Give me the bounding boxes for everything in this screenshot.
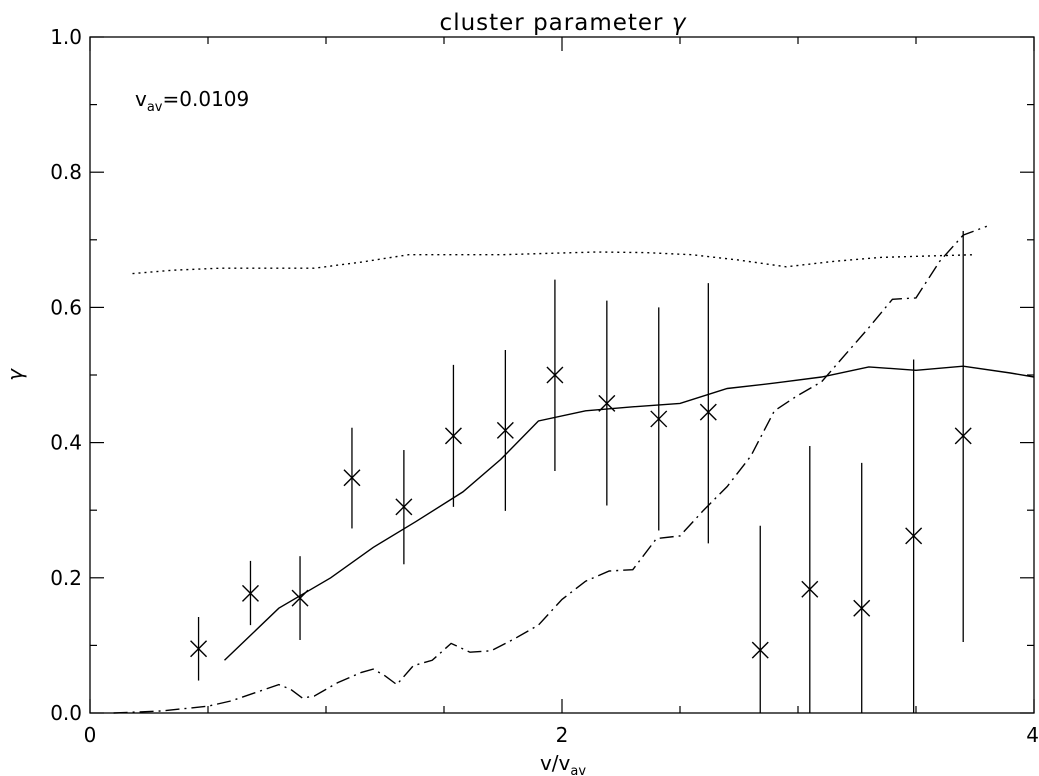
x-axis-label-sub: av xyxy=(570,764,586,776)
y-tick-label: 0.0 xyxy=(50,701,82,725)
y-axis-label: γ xyxy=(3,368,27,381)
y-tick-label: 0.8 xyxy=(50,160,82,184)
title-gamma: γ xyxy=(672,10,687,36)
data-point xyxy=(751,641,769,659)
y-tick-label: 0.6 xyxy=(50,295,82,319)
data-point xyxy=(395,498,413,516)
data-point xyxy=(546,366,564,384)
annotation-vav: vav=0.0109 xyxy=(135,87,249,115)
data-point xyxy=(343,469,361,487)
x-tick-label: 2 xyxy=(556,723,569,747)
dotted-line xyxy=(132,251,976,275)
data-point xyxy=(699,403,717,421)
x-axis-label: v/vav xyxy=(540,751,586,776)
model-lines xyxy=(113,225,1035,714)
y-tick-label: 0.2 xyxy=(50,566,82,590)
dashdot-line xyxy=(113,225,988,714)
data-point xyxy=(496,421,514,439)
annotation-base: v xyxy=(135,87,147,111)
y-tick-label: 1.0 xyxy=(50,25,82,49)
y-tick-label: 0.4 xyxy=(50,431,82,455)
data-point xyxy=(853,599,871,617)
data-point xyxy=(650,410,668,428)
x-axis-label-base: v/v xyxy=(540,751,571,775)
data-point xyxy=(241,584,259,602)
data-points xyxy=(190,231,972,713)
x-tick-label: 0 xyxy=(84,723,97,747)
solid-line xyxy=(224,365,1035,661)
x-tick-label: 4 xyxy=(1026,723,1039,747)
data-point xyxy=(190,640,208,658)
axis-ticks: 0.0 0.2 0.4 0.6 0.8 1.0 0 2 4 xyxy=(50,25,1039,747)
data-point xyxy=(954,427,972,445)
annotation-rest: =0.0109 xyxy=(163,87,250,111)
plot-frame xyxy=(89,36,1035,714)
data-point xyxy=(905,527,923,545)
data-point xyxy=(291,589,309,607)
data-point xyxy=(598,394,616,412)
data-point xyxy=(801,580,819,598)
chart-title: cluster parameter γ xyxy=(440,10,687,36)
data-point xyxy=(444,427,462,445)
annotation-sub: av xyxy=(147,100,163,115)
